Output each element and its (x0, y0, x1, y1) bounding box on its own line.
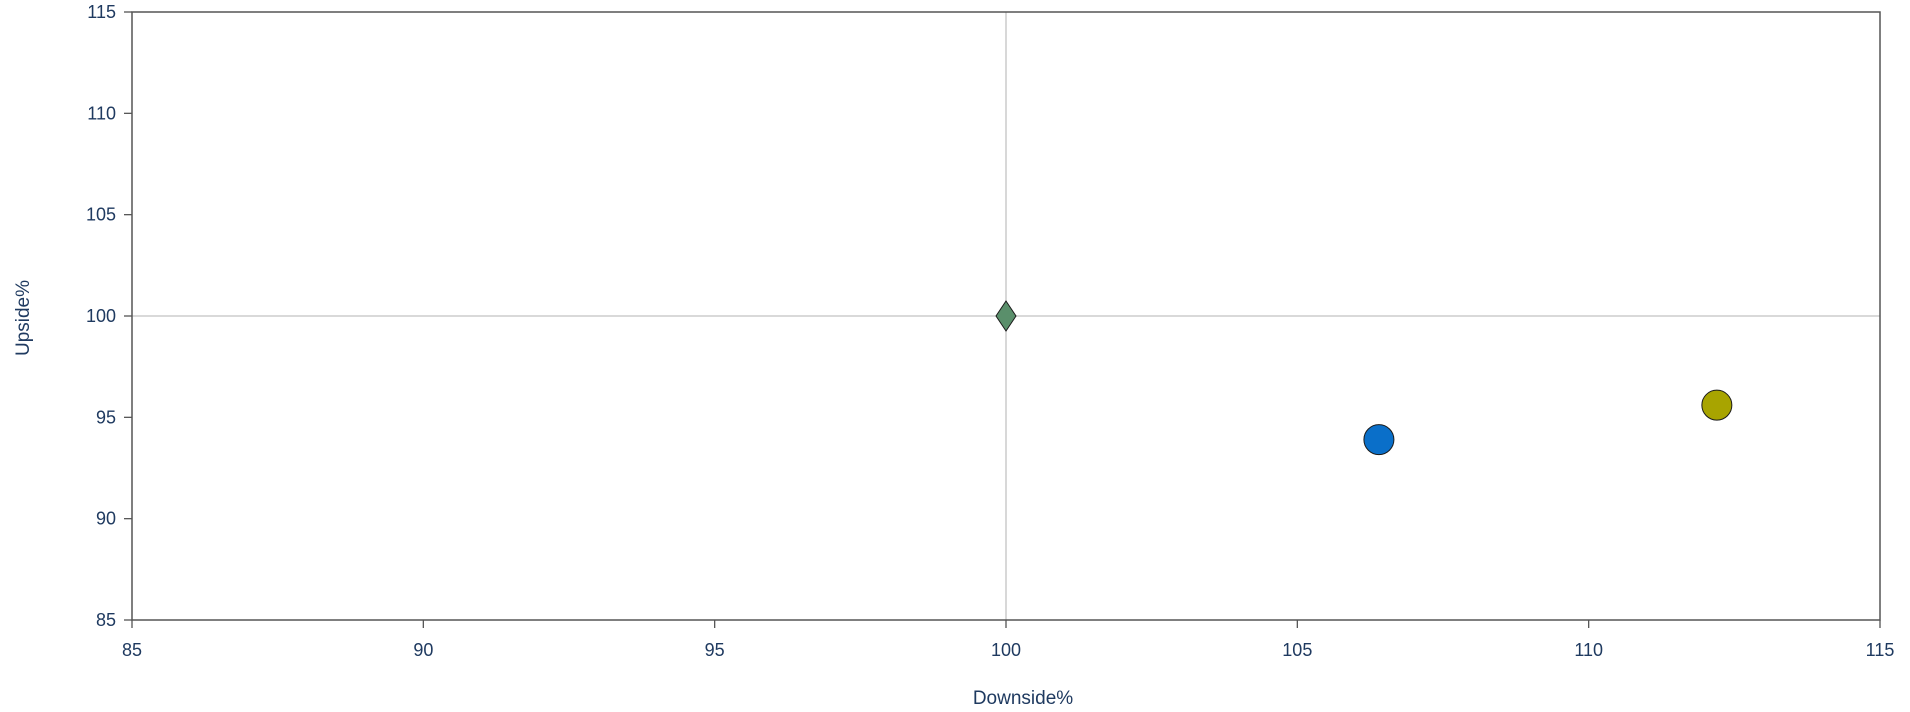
y-tick-label: 85 (96, 610, 116, 630)
y-tick-label: 105 (86, 205, 116, 225)
x-tick-label: 95 (705, 640, 725, 660)
y-tick-label: 100 (86, 306, 116, 326)
data-point-circle (1363, 424, 1395, 456)
x-axis-ticks: 85 90 95 100 105 110 115 (122, 620, 1894, 660)
x-tick-label: 90 (413, 640, 433, 660)
x-tick-label: 105 (1282, 640, 1312, 660)
x-tick-label: 115 (1866, 640, 1895, 660)
y-tick-label: 115 (87, 2, 116, 22)
data-point-diamond (995, 300, 1017, 332)
y-tick-label: 110 (87, 103, 116, 123)
x-tick-label: 100 (991, 640, 1021, 660)
y-tick-label: 95 (96, 407, 116, 427)
y-axis-title: Upside% (13, 280, 34, 356)
y-axis-ticks: 85 90 95 100 105 110 115 (86, 2, 132, 630)
y-tick-label: 90 (96, 509, 116, 529)
data-points (995, 300, 1733, 456)
x-axis-title: Downside% (973, 688, 1073, 709)
x-tick-label: 85 (122, 640, 142, 660)
x-tick-label: 110 (1574, 640, 1603, 660)
data-point-circle (1701, 389, 1733, 421)
